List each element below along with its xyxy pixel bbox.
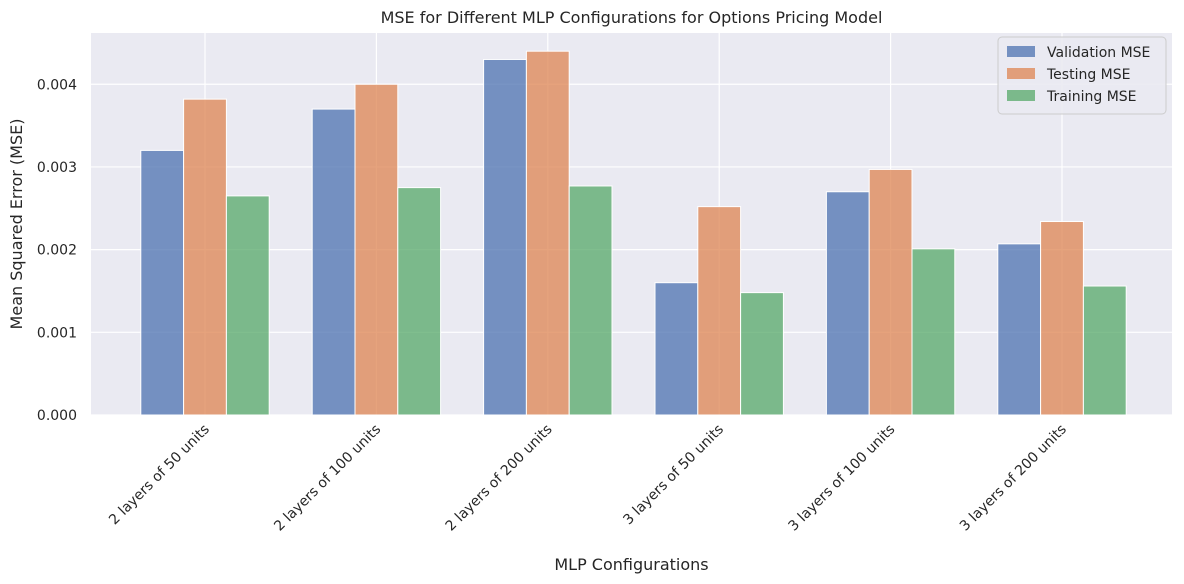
x-axis-label: MLP Configurations <box>554 555 708 574</box>
y-axis-ticks: 0.000 0.001 0.002 0.003 0.004 <box>37 77 77 424</box>
bar-s1-c5 <box>1040 221 1084 416</box>
y-tick-label-2: 0.002 <box>37 243 77 259</box>
y-tick-label-4: 0.004 <box>37 77 77 93</box>
bar-s1-c2 <box>525 50 570 416</box>
bar-s1-c3 <box>697 206 742 416</box>
chart-title: MSE for Different MLP Configurations for… <box>381 8 883 27</box>
bar-s1-c0 <box>183 98 227 416</box>
legend-label-2: Training MSE <box>1046 89 1137 105</box>
bar-s0-c5 <box>997 243 1042 416</box>
legend: Validation MSE Testing MSE Training MSE <box>997 36 1167 115</box>
bar-s0-c0 <box>140 149 185 416</box>
bar-s2-c3 <box>740 292 784 416</box>
bar-s1-c4 <box>868 168 913 416</box>
bar-s2-c1 <box>397 187 442 416</box>
x-axis-ticks: 2 layers of 50 units 2 layers of 100 unit… <box>106 422 1070 535</box>
y-tick-label-3: 0.003 <box>37 160 77 176</box>
y-tick-label-0: 0.000 <box>37 408 77 424</box>
y-tick-label-1: 0.001 <box>37 325 77 341</box>
legend-box <box>997 36 1167 115</box>
bars <box>140 50 1127 416</box>
bar-s0-c2 <box>483 58 527 416</box>
legend-swatch-1 <box>1007 68 1035 79</box>
x-tick-label-3: 3 layers of 50 units <box>620 422 727 529</box>
legend-swatch-0 <box>1007 46 1035 57</box>
x-tick-label-0: 2 layers of 50 units <box>106 422 213 529</box>
bar-s2-c5 <box>1082 285 1127 416</box>
bar-s0-c3 <box>654 282 699 416</box>
x-tick-label-5: 3 layers of 200 units <box>957 422 1070 535</box>
plot-area <box>91 33 1172 415</box>
bar-s0-c4 <box>825 191 870 416</box>
legend-label-0: Validation MSE <box>1047 45 1150 61</box>
bar-s2-c0 <box>225 195 270 416</box>
x-tick-label-4: 3 layers of 100 units <box>785 422 898 535</box>
x-tick-label-1: 2 layers of 100 units <box>271 422 384 535</box>
legend-label-1: Testing MSE <box>1046 67 1130 83</box>
bar-s2-c4 <box>911 248 956 416</box>
x-tick-label-2: 2 layers of 200 units <box>443 422 556 535</box>
y-axis-label: Mean Squared Error (MSE) <box>7 119 26 330</box>
bar-s2-c2 <box>568 185 613 416</box>
legend-swatch-2 <box>1007 90 1035 101</box>
bar-s1-c1 <box>354 83 399 416</box>
bar-s0-c1 <box>311 108 356 416</box>
